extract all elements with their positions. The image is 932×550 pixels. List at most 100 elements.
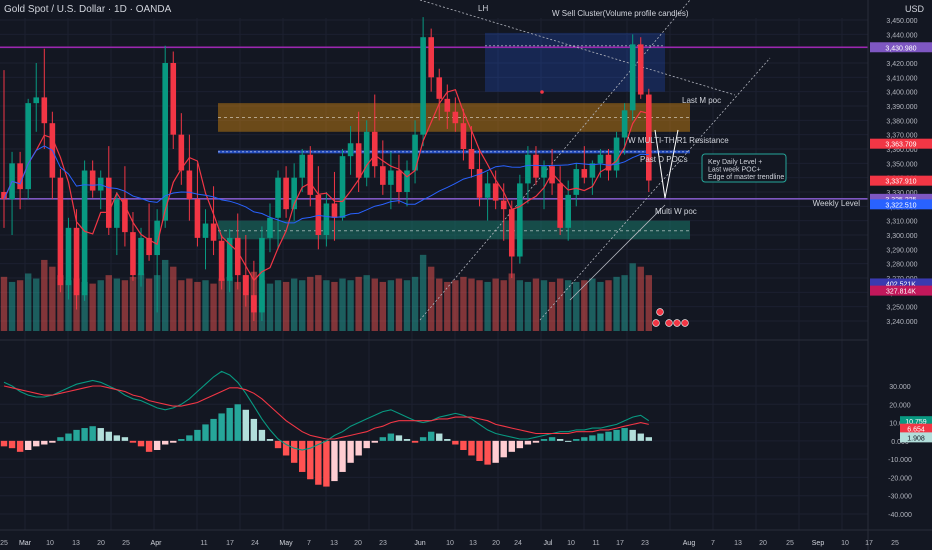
macd-histogram-bar xyxy=(532,440,540,443)
volume-bar xyxy=(339,278,346,331)
time-tick: 13 xyxy=(734,540,742,547)
candle-body xyxy=(380,166,386,185)
price-axis-bg xyxy=(868,0,932,550)
price-tick: 3,370.000 xyxy=(886,133,917,140)
time-tick: 23 xyxy=(641,540,649,547)
osc-tick: -30.000 xyxy=(888,494,912,501)
macd-histogram-bar xyxy=(484,440,491,465)
candle-body xyxy=(525,154,531,184)
moving-averages xyxy=(3,88,649,282)
candle-body xyxy=(363,131,370,178)
osc-tick: -20.000 xyxy=(888,475,912,482)
volume-bar xyxy=(508,273,515,331)
event-marker-icon xyxy=(681,319,689,327)
volume-bar xyxy=(573,281,580,331)
macd-histogram-bar xyxy=(597,433,604,441)
candle-body xyxy=(65,227,72,286)
macd-histogram-bar xyxy=(621,428,628,441)
macd-histogram-bar xyxy=(403,439,411,441)
volume-bar xyxy=(145,278,153,331)
candle-body xyxy=(339,156,346,218)
macd-histogram-bar xyxy=(33,440,40,447)
time-tick: 11 xyxy=(592,540,599,547)
macd-histogram-bar xyxy=(371,440,378,443)
volume-bar xyxy=(323,280,330,331)
osc-badge-text: 1.908 xyxy=(907,435,925,442)
volume-bar xyxy=(315,275,322,331)
osc-tick: 30.000 xyxy=(889,384,911,391)
osc-badge xyxy=(900,432,932,443)
candle-body xyxy=(170,63,177,135)
candle-body xyxy=(347,143,354,157)
volume-bar xyxy=(170,266,177,331)
macd-histogram-bar xyxy=(395,435,403,441)
macd-histogram-bar xyxy=(250,418,258,441)
volume-bar xyxy=(121,280,129,331)
time-tick: 24 xyxy=(251,540,259,547)
macd-histogram-bar xyxy=(266,439,274,441)
candle-body xyxy=(573,169,580,195)
multi-w-poc-zone xyxy=(218,220,690,240)
candle-body xyxy=(154,220,160,256)
volume-bar xyxy=(516,280,524,331)
macd-histogram-bar xyxy=(363,440,370,449)
macd-histogram-bar xyxy=(492,440,499,463)
symbol-title: Gold Spot / U.S. Dollar · 1D · OANDA xyxy=(4,4,172,15)
label-past-d-pocs: Past D POCs xyxy=(640,155,688,164)
key-daily-level-box xyxy=(701,153,787,183)
price-badge xyxy=(870,138,932,149)
volume-bar xyxy=(581,280,588,331)
volume-bar xyxy=(186,278,193,331)
macd-histogram-bar xyxy=(629,429,636,441)
macd-histogram-bar xyxy=(145,440,153,452)
time-tick: 20 xyxy=(354,540,362,547)
macd-histogram-bar xyxy=(556,439,564,441)
candle-body xyxy=(291,177,297,210)
volume-bar xyxy=(307,276,314,331)
macd-histogram-bar xyxy=(645,437,652,441)
volume-bar xyxy=(444,281,451,331)
volume-bar xyxy=(484,281,491,331)
time-tick: Sep xyxy=(812,540,825,547)
time-tick: 13 xyxy=(72,540,80,547)
candle-body xyxy=(508,209,515,257)
currency-label[interactable]: USD xyxy=(905,4,925,14)
candle-body xyxy=(57,177,64,286)
macd-histogram-bar xyxy=(508,440,515,452)
price-tick: 3,280.000 xyxy=(886,262,917,269)
price-tick: 3,330.000 xyxy=(886,190,917,197)
label-lh: LH xyxy=(478,4,488,13)
volume-bar xyxy=(379,281,387,331)
time-tick: 10 xyxy=(567,540,575,547)
macd-histogram-bar xyxy=(282,440,290,456)
macd-histogram-bar xyxy=(226,407,233,441)
volume-bar xyxy=(460,276,467,331)
macd-histogram-bar xyxy=(379,437,387,441)
volume-bar xyxy=(162,259,169,331)
volume-bar xyxy=(524,281,532,331)
price-badge xyxy=(870,285,932,296)
volume-bar xyxy=(532,278,540,331)
price-badge-text: 3,337.910 xyxy=(885,179,916,186)
master-trendline xyxy=(569,204,666,301)
macd-histogram-bar xyxy=(540,439,548,441)
volume-bar xyxy=(24,273,32,331)
volume-bar xyxy=(65,280,72,331)
candle-body xyxy=(218,240,225,281)
macd-histogram-bar xyxy=(57,437,64,441)
event-marker-icon xyxy=(665,319,673,327)
volume-bar xyxy=(419,254,427,331)
macd-histogram-bar xyxy=(24,440,32,450)
macd-histogram-bar xyxy=(137,440,145,447)
macd-histogram-bar xyxy=(170,440,177,443)
candle-body xyxy=(637,44,644,95)
osc-badge xyxy=(900,423,932,434)
time-tick: 25 xyxy=(891,540,899,547)
candle-body xyxy=(323,203,330,235)
candle-body xyxy=(428,37,434,78)
candle-body xyxy=(605,154,612,171)
macd-histogram-bar xyxy=(387,433,395,441)
